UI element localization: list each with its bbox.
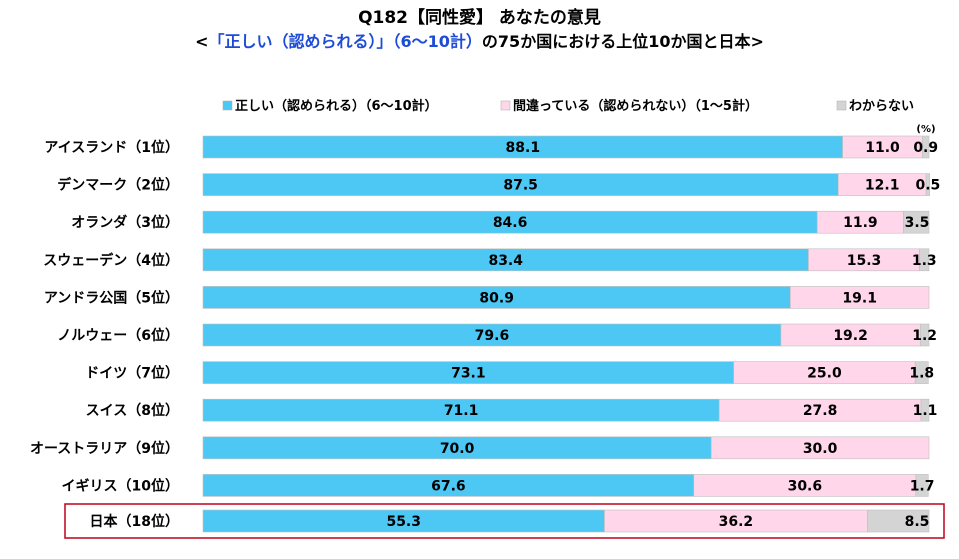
title-area: Q182【同性愛】 あなたの意見 <「正しい（認められる）」（6～10計）の75… — [0, 6, 959, 54]
data-label: 71.1 — [444, 403, 479, 419]
subtitle-pre: < — [195, 32, 209, 51]
chart-title: Q182【同性愛】 あなたの意見 — [358, 8, 601, 28]
data-label: 1.2 — [912, 328, 937, 344]
data-label: 1.8 — [909, 366, 934, 382]
legend-label-3: わからない — [849, 99, 914, 114]
data-label: 70.0 — [440, 441, 475, 457]
data-label: 12.1 — [865, 178, 900, 194]
category-label: オランダ（3位） — [71, 214, 179, 231]
category-label: イギリス（10位） — [62, 477, 179, 494]
data-label: 3.5 — [905, 215, 930, 231]
bar-segment-3 — [920, 398, 930, 422]
data-label: 25.0 — [807, 366, 842, 382]
subtitle-post: の75か国における上位10か国と日本> — [481, 32, 764, 51]
bar-segment-2 — [710, 436, 930, 460]
category-label: 日本（18位） — [90, 513, 179, 530]
data-label: 11.0 — [865, 140, 900, 156]
category-label: デンマーク（2位） — [57, 177, 179, 194]
legend-swatch-1 — [222, 100, 233, 111]
data-label: 1.7 — [910, 478, 935, 494]
data-label: 73.1 — [451, 366, 486, 382]
data-label: 19.2 — [833, 328, 868, 344]
data-label: 19.1 — [842, 290, 877, 306]
highlight-frame — [64, 503, 945, 539]
category-label: ドイツ（7位） — [85, 365, 179, 382]
subtitle-highlight: 「正しい（認められる）」（6～10計） — [208, 32, 482, 51]
data-label: 80.9 — [479, 290, 514, 306]
data-label: 30.6 — [788, 478, 823, 494]
data-label: 1.1 — [913, 403, 938, 419]
bar-segment-2 — [790, 286, 930, 309]
data-label: 79.6 — [475, 328, 510, 344]
category-label: オーストラリア（9位） — [30, 440, 179, 457]
data-label: 36.2 — [719, 514, 754, 530]
data-label: 67.6 — [431, 478, 466, 494]
data-label: 30.0 — [803, 441, 838, 457]
bar-segment-3 — [914, 361, 929, 384]
bar-segment-3 — [925, 173, 931, 196]
data-label: 84.6 — [493, 215, 528, 231]
data-label: 55.3 — [386, 514, 421, 530]
category-label: アンドラ公国（5位） — [44, 289, 179, 306]
bar-segment-3 — [903, 210, 930, 234]
chart-subtitle: <「正しい（認められる）」（6～10計）の75か国における上位10か国と日本> — [0, 30, 959, 54]
bar-segment-3 — [866, 509, 930, 533]
unit-label: (%) — [916, 124, 935, 135]
data-label: 1.3 — [912, 253, 937, 269]
legend-swatch-3 — [836, 100, 847, 111]
category-label: ノルウェー（6位） — [57, 327, 179, 344]
data-label: 0.9 — [913, 140, 938, 156]
category-label: スイス（8位） — [86, 402, 179, 419]
data-label: 88.1 — [506, 140, 541, 156]
data-label: 83.4 — [488, 253, 523, 269]
bar-segment-3 — [919, 323, 930, 347]
legend-swatch-2 — [500, 100, 511, 111]
category-label: スウェーデン（4位） — [43, 252, 179, 269]
category-label: アイスランド（1位） — [44, 139, 179, 156]
bar-segment-3 — [915, 474, 929, 497]
bar-segment-3 — [922, 135, 930, 159]
bar-segment-3 — [919, 248, 930, 272]
data-label: 15.3 — [847, 253, 882, 269]
data-label: 87.5 — [503, 178, 538, 194]
data-label: 11.9 — [843, 215, 878, 231]
legend-label-1: 正しい（認められる）（6～10計） — [235, 98, 438, 114]
legend-label-2: 間違っている（認められない）（1～5計） — [513, 98, 758, 114]
data-label: 0.5 — [916, 178, 941, 194]
data-label: 8.5 — [905, 514, 930, 530]
data-label: 27.8 — [803, 403, 838, 419]
